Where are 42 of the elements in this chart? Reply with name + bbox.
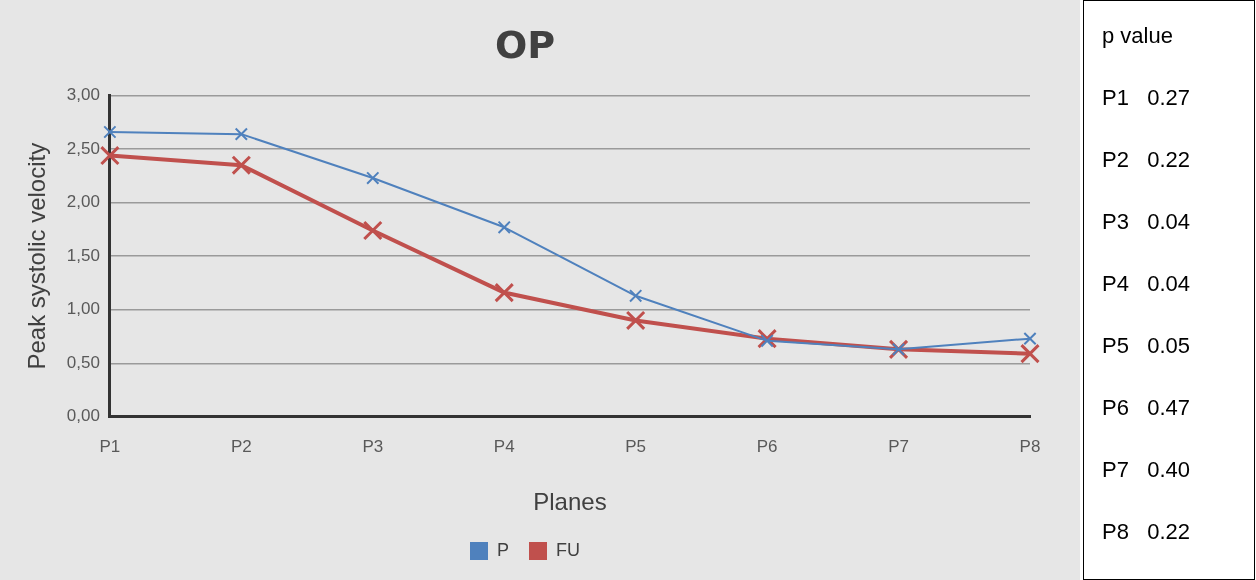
- point: [625, 310, 646, 331]
- point: [629, 289, 643, 303]
- point: [231, 155, 252, 176]
- x-tick-label: P2: [230, 436, 252, 456]
- x-tick-label: P7: [888, 436, 909, 456]
- y-tick-label: 0,00: [66, 406, 100, 426]
- legend-label: FU: [556, 539, 581, 560]
- y-tick-label: 2,50: [66, 138, 100, 158]
- x-tick-label: P6: [756, 436, 778, 456]
- point: [103, 125, 117, 139]
- text: P1 0.27: [1102, 85, 1191, 111]
- point: [99, 145, 120, 166]
- y-tick-label: 1,50: [66, 245, 100, 265]
- text: P7 0.40: [1102, 457, 1191, 483]
- point: [760, 334, 774, 348]
- x-tick-label: P3: [362, 436, 384, 456]
- point: [494, 282, 515, 303]
- text: P3 0.04: [1102, 209, 1191, 235]
- y-tick-label: 3,00: [66, 85, 100, 105]
- x-tick-label: P5: [625, 436, 647, 456]
- x-tick-label: P1: [99, 436, 121, 456]
- point: [366, 171, 380, 185]
- legend-label: P: [497, 539, 510, 560]
- text: P6 0.47: [1102, 395, 1191, 421]
- text: P2 0.22: [1102, 147, 1191, 173]
- text: P5 0.05: [1102, 333, 1191, 359]
- point: [234, 127, 248, 141]
- y-tick-label: 1,00: [66, 299, 100, 319]
- y-tick-label: 0,50: [66, 352, 100, 372]
- point: [497, 220, 511, 234]
- point: [362, 220, 383, 241]
- point: [1023, 331, 1037, 346]
- y-tick-label: 2,00: [66, 192, 100, 212]
- text: P8 0.22: [1102, 519, 1191, 545]
- point: [1020, 343, 1040, 364]
- chart-title: OP: [494, 22, 556, 67]
- y-axis-title: Peak systolic velocity: [23, 142, 51, 370]
- text: P4 0.04: [1102, 271, 1191, 297]
- x-axis-title: Planes: [533, 488, 607, 516]
- text: p value: [1102, 23, 1173, 49]
- x-tick-label: P4: [493, 436, 515, 456]
- x-tick-label: P8: [1019, 436, 1041, 456]
